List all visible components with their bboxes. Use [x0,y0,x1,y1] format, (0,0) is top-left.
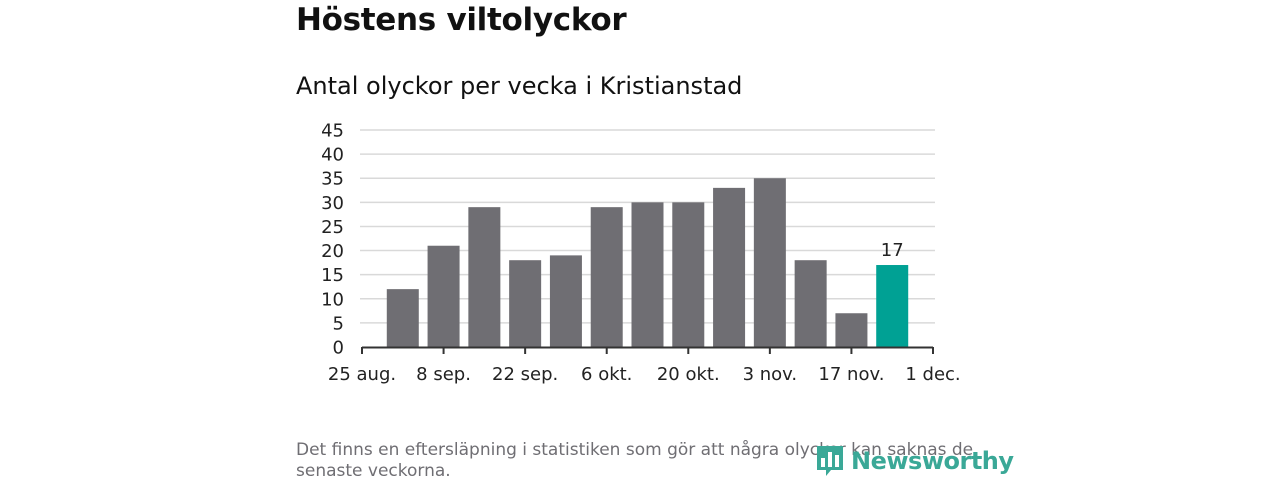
y-tick-label: 5 [333,313,344,334]
x-tick-label: 22 sep. [492,364,558,385]
x-tick-label: 8 sep. [416,364,471,385]
x-tick-label: 1 dec. [905,364,960,385]
bar-10 nov. [794,260,827,347]
bar-8 sep. [427,245,460,347]
y-tick-label: 10 [321,289,344,310]
footnote: Det finns en eftersläpning i statistiken… [296,440,974,481]
x-tick-label: 17 nov. [818,364,884,385]
y-tick-label: 0 [333,338,344,359]
bar-15 sep. [468,207,501,347]
bar-13 okt. [631,202,664,347]
bar-6 okt. [590,207,623,347]
x-tick-label: 20 okt. [657,364,720,385]
y-tick-label: 20 [321,241,344,262]
y-tick-label: 15 [321,265,344,286]
bar-29 sep. [549,255,582,347]
bar-3 nov. [753,178,786,347]
x-tick-label: 25 aug. [328,364,396,385]
bar-1 sep. [386,289,419,347]
data-label: 17 [881,240,904,261]
y-tick-label: 40 [321,145,344,166]
axes: 0 5 10 15 20 25 30 35 40 45 25 aug. 8 sep. 22 sep. 6 … [321,121,961,386]
logo-text: Newsworthy [851,447,1014,475]
bars [386,178,909,347]
x-tick-label: 3 nov. [743,364,798,385]
y-tick-label: 45 [321,121,344,142]
bar-chart-icon [817,446,843,476]
bar-24 nov. [876,265,909,347]
bar-20 okt. [672,202,705,347]
y-tick-label: 30 [321,193,344,214]
chart-subtitle: Antal olyckor per vecka i Kristianstad [296,72,743,100]
bar-chart: 17 0 5 10 15 20 25 30 35 40 45 25 aug. 8 sep. 22 sep… [321,121,961,386]
y-tick-label: 35 [321,169,344,190]
bar-27 okt. [713,187,746,347]
x-tick-label: 6 okt. [581,364,632,385]
y-tick-label: 25 [321,217,344,238]
bar-22 sep. [509,260,542,347]
chart-title: Höstens viltolyckor [296,2,627,38]
data-labels: 17 [881,240,904,261]
newsworthy-logo: Newsworthy [815,444,1014,478]
bar-17 nov. [835,313,868,347]
